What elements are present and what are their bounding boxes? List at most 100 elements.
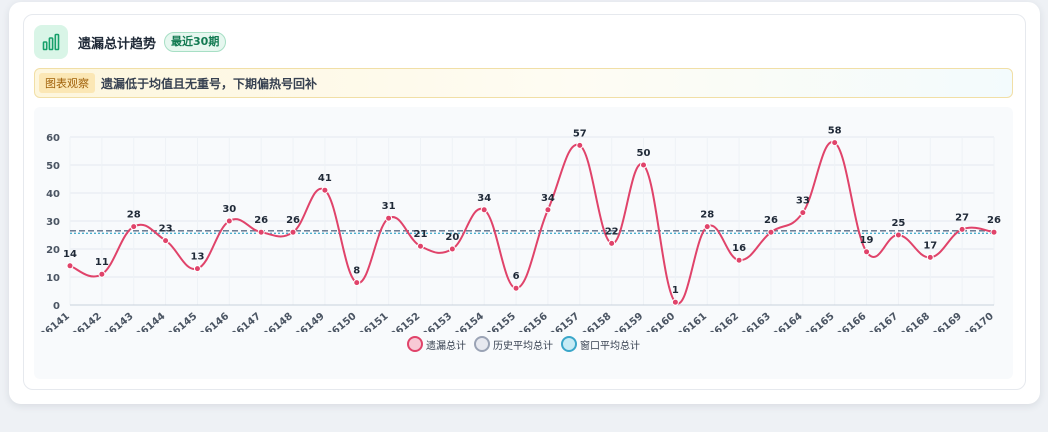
data-point bbox=[735, 256, 743, 264]
data-point bbox=[289, 228, 297, 236]
data-label: 6 bbox=[513, 271, 520, 282]
x-tick-label: 26167 bbox=[867, 311, 901, 332]
data-point bbox=[576, 141, 584, 149]
data-label: 21 bbox=[414, 229, 428, 240]
chart-legend: 遗漏总计 历史平均总计 窗口平均总计 bbox=[34, 336, 1013, 352]
data-label: 50 bbox=[637, 148, 651, 159]
data-point bbox=[831, 139, 839, 147]
legend-label-series: 遗漏总计 bbox=[426, 340, 466, 352]
x-tick-label: 26151 bbox=[357, 311, 391, 332]
data-point bbox=[640, 161, 648, 169]
x-tick-label: 26142 bbox=[70, 311, 104, 332]
legend-item-window-avg[interactable]: 窗口平均总计 bbox=[561, 336, 640, 352]
data-label: 22 bbox=[605, 226, 619, 237]
insight-tag: 图表观察 bbox=[39, 73, 95, 93]
legend-swatch-window-avg bbox=[561, 336, 577, 352]
data-label: 28 bbox=[127, 210, 141, 221]
data-label: 33 bbox=[796, 196, 810, 207]
x-tick-label: 26170 bbox=[962, 311, 996, 332]
data-label: 57 bbox=[573, 128, 587, 139]
x-tick-label: 26160 bbox=[644, 311, 678, 332]
legend-item-series[interactable]: 遗漏总计 bbox=[407, 336, 466, 352]
insight-banner: 图表观察 遗漏低于均值且无重号，下期偏热号回补 bbox=[34, 68, 1013, 98]
x-tick-label: 26144 bbox=[134, 311, 168, 332]
data-point bbox=[385, 214, 393, 222]
y-tick-label: 20 bbox=[46, 245, 60, 256]
data-point bbox=[863, 248, 871, 256]
data-point bbox=[608, 239, 616, 247]
data-label: 26 bbox=[286, 215, 300, 226]
line-chart: 0102030405060261412614226143261442614526… bbox=[38, 126, 1001, 332]
x-tick-label: 26153 bbox=[421, 311, 455, 332]
y-tick-label: 60 bbox=[46, 133, 60, 144]
legend-swatch-history-avg bbox=[474, 336, 490, 352]
bar-chart-icon bbox=[34, 25, 68, 59]
data-label: 19 bbox=[860, 235, 874, 246]
data-point bbox=[671, 298, 679, 306]
data-label: 26 bbox=[987, 215, 1001, 226]
data-point bbox=[544, 206, 552, 214]
data-label: 25 bbox=[891, 218, 905, 229]
x-tick-label: 26141 bbox=[38, 311, 72, 332]
chart-title: 遗漏总计趋势 bbox=[78, 36, 157, 52]
data-label: 30 bbox=[222, 204, 236, 215]
x-tick-label: 26166 bbox=[835, 311, 869, 332]
x-tick-label: 26143 bbox=[102, 311, 136, 332]
x-tick-label: 26162 bbox=[707, 311, 741, 332]
data-label: 26 bbox=[764, 215, 778, 226]
x-tick-label: 26163 bbox=[739, 311, 773, 332]
data-label: 1 bbox=[672, 285, 679, 296]
data-point bbox=[98, 270, 106, 278]
data-point bbox=[958, 225, 966, 233]
series-line bbox=[69, 141, 995, 305]
data-label: 34 bbox=[477, 193, 491, 204]
data-label: 58 bbox=[828, 126, 842, 137]
y-tick-label: 0 bbox=[53, 301, 60, 312]
data-point bbox=[225, 217, 233, 225]
x-tick-label: 26169 bbox=[930, 311, 964, 332]
x-tick-label: 26164 bbox=[771, 311, 805, 332]
legend-item-history-avg[interactable]: 历史平均总计 bbox=[474, 336, 553, 352]
data-label: 27 bbox=[955, 212, 969, 223]
data-point bbox=[767, 228, 775, 236]
legend-swatch-series bbox=[407, 336, 423, 352]
trend-card: 遗漏总计趋势 最近30期 图表观察 遗漏低于均值且无重号，下期偏热号回补 0 10… bbox=[23, 14, 1026, 390]
insight-text: 遗漏低于均值且无重号，下期偏热号回补 bbox=[101, 76, 318, 91]
chart-area: 0 10 20 30 40 50 60 26141 26142 26143 26144 26145 26… bbox=[34, 107, 1013, 379]
data-point bbox=[416, 242, 424, 250]
x-tick-label: 26148 bbox=[261, 311, 295, 332]
x-tick-label: 26146 bbox=[198, 311, 232, 332]
y-tick-label: 40 bbox=[46, 189, 60, 200]
data-label: 28 bbox=[700, 210, 714, 221]
x-tick-label: 26158 bbox=[580, 311, 614, 332]
x-tick-label: 26161 bbox=[675, 311, 709, 332]
panel-container: 遗漏总计趋势 最近30期 图表观察 遗漏低于均值且无重号，下期偏热号回补 0 10… bbox=[9, 2, 1040, 404]
data-point bbox=[257, 228, 265, 236]
data-point bbox=[926, 253, 934, 261]
data-label: 13 bbox=[190, 252, 204, 263]
x-tick-label: 26149 bbox=[293, 311, 327, 332]
data-label: 16 bbox=[732, 243, 746, 254]
data-label: 17 bbox=[923, 240, 937, 251]
data-point bbox=[799, 209, 807, 217]
x-tick-label: 26155 bbox=[484, 311, 518, 332]
data-point bbox=[66, 262, 74, 270]
data-label: 14 bbox=[63, 249, 77, 260]
data-label: 26 bbox=[254, 215, 268, 226]
data-label: 20 bbox=[445, 232, 459, 243]
x-tick-label: 26145 bbox=[166, 311, 200, 332]
y-tick-label: 50 bbox=[46, 161, 60, 172]
x-tick-label: 26157 bbox=[548, 311, 582, 332]
x-tick-label: 26159 bbox=[612, 311, 646, 332]
data-point bbox=[162, 237, 170, 245]
x-tick-label: 26147 bbox=[229, 311, 263, 332]
data-point bbox=[448, 245, 456, 253]
data-point bbox=[321, 186, 329, 194]
x-tick-label: 26154 bbox=[452, 311, 486, 332]
x-tick-label: 26152 bbox=[389, 311, 423, 332]
x-tick-label: 26150 bbox=[325, 311, 359, 332]
data-label: 31 bbox=[382, 201, 396, 212]
y-tick-label: 30 bbox=[46, 217, 60, 228]
data-label: 23 bbox=[159, 224, 173, 235]
data-label: 41 bbox=[318, 173, 332, 184]
